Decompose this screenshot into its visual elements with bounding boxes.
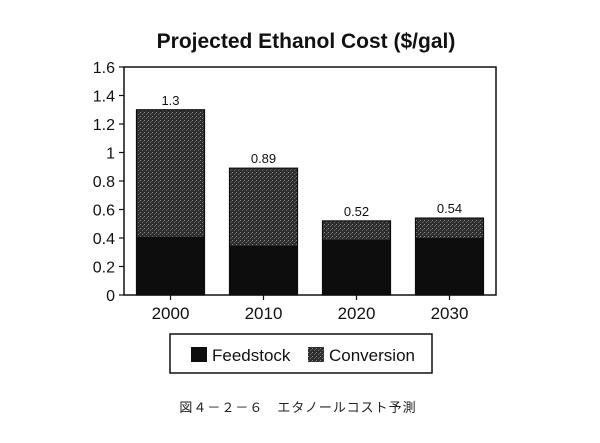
y-tick-label: 0.6 — [93, 203, 115, 220]
y-tick-label: 1.2 — [93, 117, 115, 134]
legend-frame — [169, 333, 433, 374]
y-tick-label: 0.4 — [93, 231, 115, 248]
bar-conversion-2030 — [415, 218, 484, 238]
bar-total-label-2010: 0.89 — [251, 151, 276, 166]
x-tick-label-2020: 2020 — [338, 304, 376, 323]
bar-conversion-2020 — [322, 220, 391, 240]
y-tick-label: 1 — [106, 146, 115, 163]
y-tick-label: 1.4 — [93, 89, 115, 106]
bar-feedstock-2000 — [136, 236, 205, 295]
bar-total-label-2020: 0.52 — [344, 204, 369, 219]
chart-title: Projected Ethanol Cost ($/gal) — [157, 30, 456, 53]
y-tick-label: 1.6 — [93, 60, 115, 77]
legend-swatch-feedstock — [191, 347, 207, 362]
bar-feedstock-2020 — [322, 239, 391, 295]
x-tick-label-2030: 2030 — [431, 304, 469, 323]
legend: Feedstock Conversion — [169, 333, 433, 374]
bars: 1.3 0.89 0.52 0.54 — [135, 93, 485, 296]
bar-conversion-2000 — [136, 109, 205, 237]
legend-label-feedstock: Feedstock — [212, 346, 291, 365]
bar-feedstock-2030 — [415, 238, 484, 295]
legend-swatch-conversion — [308, 347, 324, 362]
bar-conversion-2010 — [229, 168, 298, 246]
x-axis: 2000 2010 2020 2030 — [152, 295, 469, 323]
bar-total-label-2030: 0.54 — [437, 201, 462, 216]
figure-caption: 図４－２－６ エタノールコスト予測 — [179, 401, 416, 416]
y-tick-label: 0.8 — [93, 174, 115, 191]
y-tick-label: 0.2 — [93, 260, 115, 277]
x-tick-label-2010: 2010 — [245, 304, 283, 323]
bar-total-label-2000: 1.3 — [161, 93, 179, 108]
bar-feedstock-2010 — [229, 245, 298, 295]
y-tick-label: 0 — [106, 288, 115, 305]
plot-area: 00.20.40.60.811.21.41.6 1.30.890.52 0.54 … — [93, 60, 497, 323]
legend-label-conversion: Conversion — [329, 346, 415, 365]
x-tick-label-2000: 2000 — [152, 304, 190, 323]
y-axis: 0 0.2 0.4 0.6 0.8 1 1.2 1.4 1.6 — [93, 60, 124, 305]
